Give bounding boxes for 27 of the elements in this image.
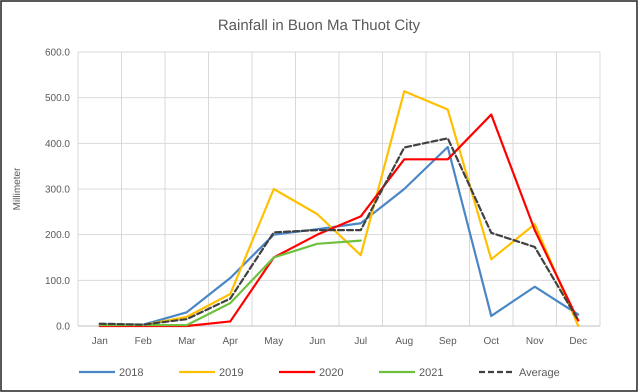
x-tick-label: Jun bbox=[309, 336, 326, 347]
legend-label: 2020 bbox=[319, 366, 344, 379]
x-tick-label: Sep bbox=[438, 336, 458, 347]
x-tick-label: Feb bbox=[134, 336, 152, 347]
legend-label: Average bbox=[519, 366, 560, 379]
line-series bbox=[98, 240, 362, 326]
y-tick-label: 500.0 bbox=[44, 93, 70, 104]
legend-label: 2018 bbox=[119, 366, 144, 379]
y-tick-label: 100.0 bbox=[44, 276, 70, 287]
x-tick-label: Nov bbox=[526, 336, 544, 347]
x-tick-label: Aug bbox=[395, 336, 414, 347]
x-tick-label: Mar bbox=[178, 336, 196, 347]
legend-label: 2021 bbox=[419, 366, 444, 379]
y-axis-title: Millimeter bbox=[12, 166, 23, 210]
x-tick-label: Jul bbox=[354, 336, 368, 347]
x-tick-label: Oct bbox=[483, 336, 500, 347]
y-tick-label: 400.0 bbox=[44, 138, 70, 150]
y-tick-label: 600.0 bbox=[44, 48, 70, 58]
y-tick-label: 300.0 bbox=[44, 184, 70, 196]
legend-label: 2019 bbox=[219, 366, 244, 379]
x-tick-label: May bbox=[264, 336, 284, 347]
chart-title: Rainfall in Buon Ma Thuot City bbox=[218, 17, 421, 34]
x-tick-label: Apr bbox=[222, 336, 239, 347]
x-tick-label: Dec bbox=[569, 336, 588, 347]
x-tick-label: Jan bbox=[92, 336, 108, 347]
y-tick-label: 0.0 bbox=[56, 322, 70, 332]
y-tick-label: 200.0 bbox=[44, 230, 70, 242]
